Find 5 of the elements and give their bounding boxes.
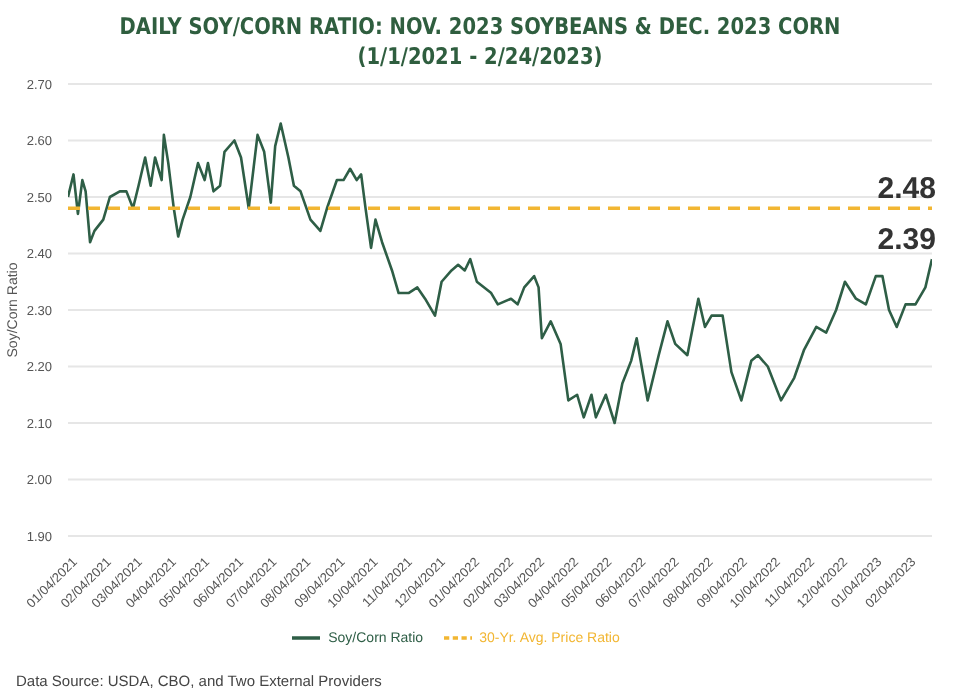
- line-series: [68, 122, 932, 425]
- annotation: 2.39: [877, 223, 936, 258]
- chart-subtitle: (1/1/2021 - 2/24/2023): [355, 42, 605, 72]
- chart-title: DAILY SOY/CORN RATIO: NOV. 2023 SOYBEANS & DEC. 2023 CORN: [117, 12, 843, 42]
- annotation: 2.48: [877, 172, 936, 207]
